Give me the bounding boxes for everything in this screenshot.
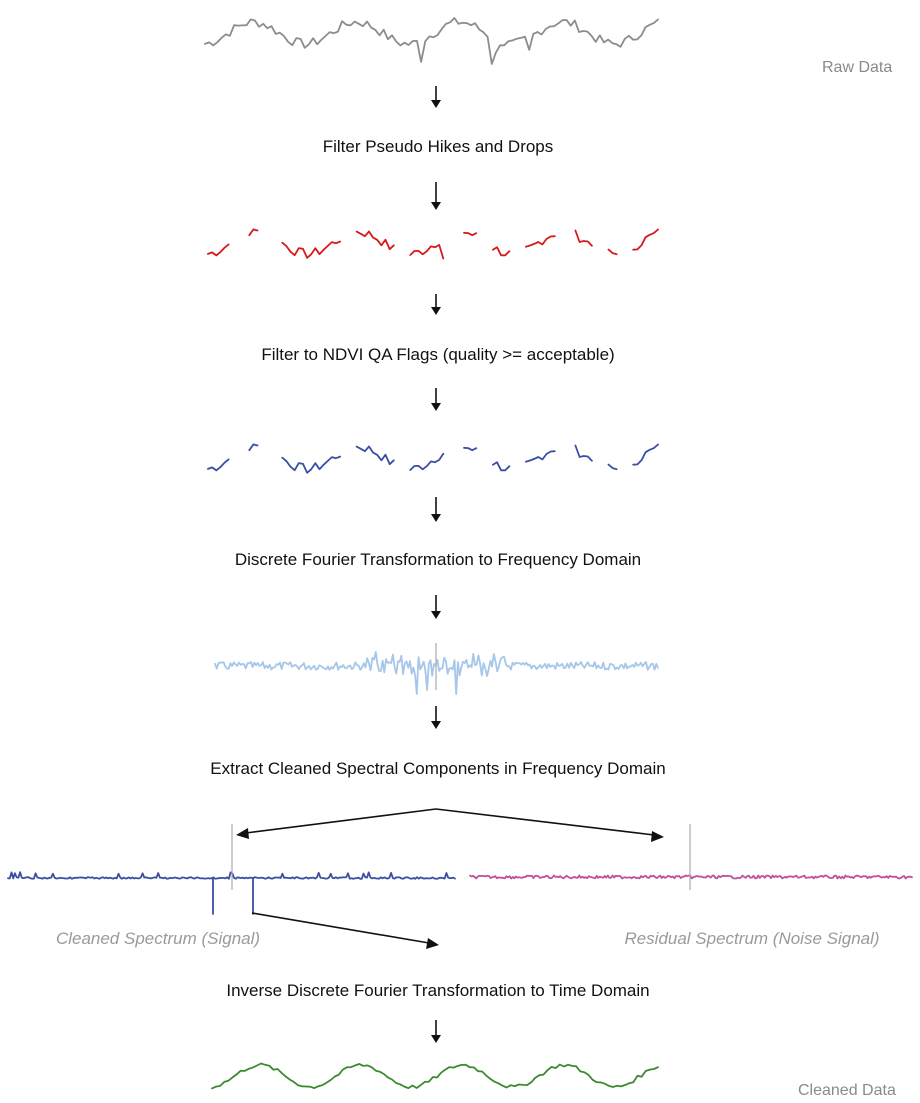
cleaned-spectrum-label: Cleaned Spectrum (Signal) [56, 929, 260, 948]
arrow-step5-to-cleaned [431, 1020, 441, 1043]
arrow-split-right [435, 808, 664, 842]
step-extract: Extract Cleaned Spectral Components in F… [210, 759, 665, 778]
arrow-red-to-step2 [431, 294, 441, 315]
cleaned-data-trace [211, 1062, 659, 1090]
arrow-step3-to-spectrum [431, 595, 441, 619]
arrow-step1-to-red [431, 182, 441, 210]
residual-spectrum-label: Residual Spectrum (Noise Signal) [624, 929, 879, 948]
arrow-spectrum-to-step4 [431, 706, 441, 729]
arrow-blue-to-step3 [431, 497, 441, 522]
residual-spectrum-trace [469, 874, 913, 880]
raw-data-trace [204, 17, 659, 65]
raw-data-label: Raw Data [822, 59, 892, 76]
step-filter-spikes: Filter Pseudo Hikes and Drops [323, 137, 554, 156]
spike-filtered-trace [207, 228, 659, 260]
arrow-to-inverse [251, 912, 439, 949]
step-filter-qa: Filter to NDVI QA Flags (quality >= acce… [261, 345, 614, 364]
cleaned-spectrum-spikes [212, 877, 254, 915]
step-dft: Discrete Fourier Transformation to Frequ… [235, 550, 641, 569]
step-idft: Inverse Discrete Fourier Transformation … [226, 981, 649, 1000]
arrow-split-left [236, 808, 437, 839]
qa-filtered-trace [207, 443, 659, 474]
cleaned-data-label: Cleaned Data [798, 1082, 896, 1099]
arrow-step2-to-blue [431, 388, 441, 411]
arrow-raw-to-step1 [431, 86, 441, 108]
